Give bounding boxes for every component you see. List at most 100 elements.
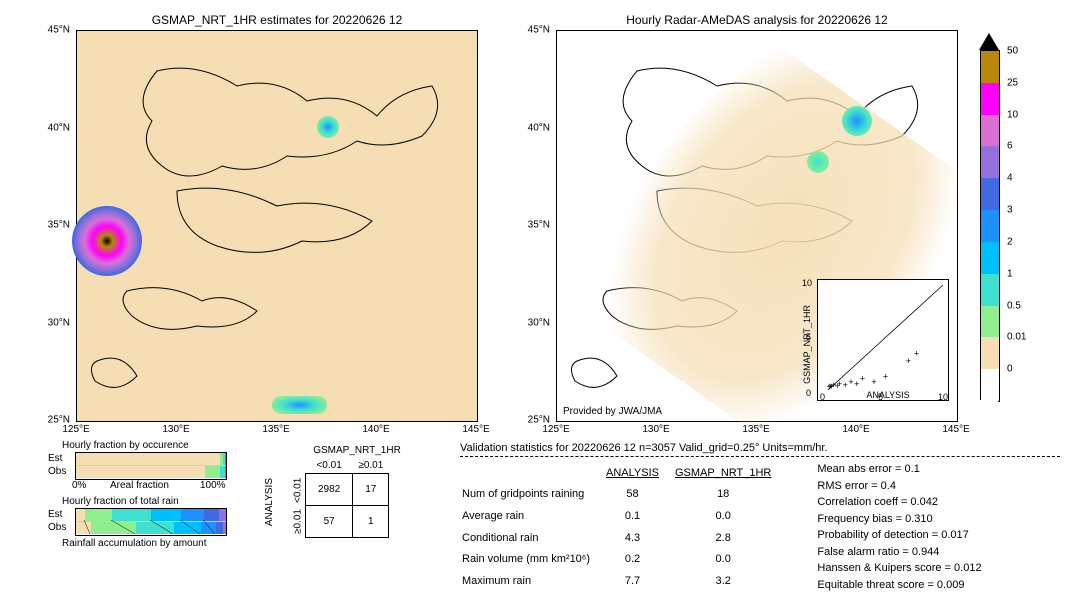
row-label-obs: Obs	[48, 466, 66, 477]
colorbar-segment	[981, 146, 999, 178]
axis-tick: 130°E	[642, 424, 669, 435]
scatter-tick: 0	[820, 392, 825, 402]
colorbar-bottom-triangle	[979, 400, 999, 417]
row-label-est: Est	[48, 453, 62, 464]
left-map-panel: GSMAP_NRT_1HR estimates for 20220626 12	[76, 30, 478, 422]
bar-segment	[216, 522, 224, 534]
scatter-tick: 5	[878, 392, 883, 402]
metric-row: Correlation coeff = 0.042	[817, 494, 981, 511]
scatter-xlabel: ANALYSIS	[866, 390, 909, 400]
scatter-tick: 0	[806, 388, 811, 398]
right-map-panel: Hourly Radar-AMeDAS analysis for 2022062…	[556, 30, 958, 422]
axis-tick: 45°N	[36, 25, 70, 36]
attribution-text: Provided by JWA/JMA	[563, 406, 662, 417]
precip-cell	[842, 106, 872, 136]
metric-row: Probability of detection = 0.017	[817, 527, 981, 544]
metric-row: Mean abs error = 0.1	[817, 461, 981, 478]
colorbar-tick-label: 25	[1007, 77, 1018, 88]
colorbar-segment	[981, 337, 999, 369]
colorbar-tick-label: 0	[1007, 364, 1013, 375]
bar-segment	[204, 509, 219, 521]
svg-text:+: +	[837, 379, 842, 389]
precip-cell	[272, 396, 327, 414]
bar-segment	[225, 453, 227, 465]
axis-tick: 135°E	[262, 424, 289, 435]
scatter-ylabel: GSMAP_NRT_1HR	[802, 305, 812, 384]
colorbar-tick-label: 0.01	[1007, 332, 1026, 343]
axis-tick: 125°E	[62, 424, 89, 435]
occ-xleft: 0%	[72, 480, 86, 491]
bar-segment	[76, 522, 91, 534]
bar-segment	[174, 522, 201, 534]
bar-segment	[181, 509, 204, 521]
svg-text:+: +	[906, 356, 911, 366]
colorbar-segment	[981, 115, 999, 147]
bar-segment	[112, 509, 151, 521]
scatter-tick: 10	[938, 392, 948, 402]
axis-tick: 145°E	[462, 424, 489, 435]
scatter-tick: 5	[806, 332, 811, 342]
contingency-table: <0.01≥0.01 <0.01 298217 ≥0.01 571	[290, 458, 389, 538]
svg-text:+: +	[883, 372, 888, 382]
right-map-title: Hourly Radar-AMeDAS analysis for 2022062…	[557, 13, 957, 27]
colorbar: 502510643210.50.010	[980, 50, 1000, 402]
metric-row: Hanssen & Kuipers score = 0.012	[817, 560, 981, 577]
colorbar-segment	[981, 306, 999, 338]
metric-row: RMS error = 0.4	[817, 478, 981, 495]
colorbar-segment	[981, 178, 999, 210]
stats-left-table: ANALYSISGSMAP_NRT_1HR Num of gridpoints …	[460, 461, 787, 593]
stats-row: Average rain0.10.0	[462, 506, 785, 526]
totalrain-caption: Rainfall accumulation by amount	[62, 538, 207, 549]
axis-tick: 40°N	[516, 122, 550, 133]
metric-row: Frequency bias = 0.310	[817, 511, 981, 528]
stats-right-metrics: Mean abs error = 0.1RMS error = 0.4Corre…	[817, 461, 981, 593]
axis-tick: 130°E	[162, 424, 189, 435]
colorbar-tick-label: 1	[1007, 268, 1013, 279]
svg-text:+: +	[914, 348, 919, 358]
colorbar-tick-label: 6	[1007, 141, 1013, 152]
stats-row: Maximum rain7.73.2	[462, 571, 785, 591]
svg-text:+: +	[848, 377, 853, 387]
bar-segment	[76, 509, 85, 521]
occurrence-title: Hourly fraction by occurence	[62, 440, 189, 451]
precip-hotspot	[72, 206, 142, 276]
colorbar-segment	[981, 210, 999, 242]
svg-text:+: +	[871, 377, 876, 387]
colorbar-tick-label: 4	[1007, 173, 1013, 184]
occ-xright: 100%	[200, 480, 226, 491]
ctable-col-header: GSMAP_NRT_1HR	[292, 445, 422, 456]
colorbar-tick-label: 50	[1007, 46, 1018, 57]
axis-tick: 145°E	[942, 424, 969, 435]
colorbar-tick-label: 2	[1007, 236, 1013, 247]
totalrain-bars: Est Obs	[75, 508, 227, 536]
occ-xmid: Areal fraction	[110, 480, 169, 491]
metric-row: False alarm ratio = 0.944	[817, 544, 981, 561]
colorbar-tick-label: 10	[1007, 109, 1018, 120]
bar-segment	[85, 509, 112, 521]
axis-tick: 30°N	[516, 317, 550, 328]
colorbar-tick-label: 0.5	[1007, 300, 1021, 311]
bar-segment	[76, 453, 220, 465]
axis-tick: 135°E	[742, 424, 769, 435]
scatter-inset: ++++++++++++++ ANALYSIS GSMAP_NRT_1HR 0 …	[817, 279, 949, 401]
axis-tick: 140°E	[842, 424, 869, 435]
bar-segment	[136, 522, 174, 534]
svg-text:+: +	[843, 380, 848, 390]
row-label-obs: Obs	[48, 522, 66, 533]
stats-row: Conditional rain4.32.8	[462, 528, 785, 548]
left-map-title: GSMAP_NRT_1HR estimates for 20220626 12	[77, 13, 477, 27]
occurrence-bars: Est Obs	[75, 452, 227, 480]
svg-text:+: +	[854, 379, 859, 389]
precip-cell	[807, 151, 829, 173]
colorbar-segment	[981, 369, 999, 401]
axis-tick: 30°N	[36, 317, 70, 328]
colorbar-tick-label: 3	[1007, 205, 1013, 216]
colorbar-segment	[981, 51, 999, 83]
stats-title: Validation statistics for 20220626 12 n=…	[460, 442, 1060, 454]
axis-tick: 125°E	[542, 424, 569, 435]
bar-segment	[219, 509, 227, 521]
bar-segment	[91, 522, 136, 534]
bar-segment	[225, 466, 227, 478]
svg-text:+: +	[860, 374, 865, 384]
axis-tick: 35°N	[36, 220, 70, 231]
